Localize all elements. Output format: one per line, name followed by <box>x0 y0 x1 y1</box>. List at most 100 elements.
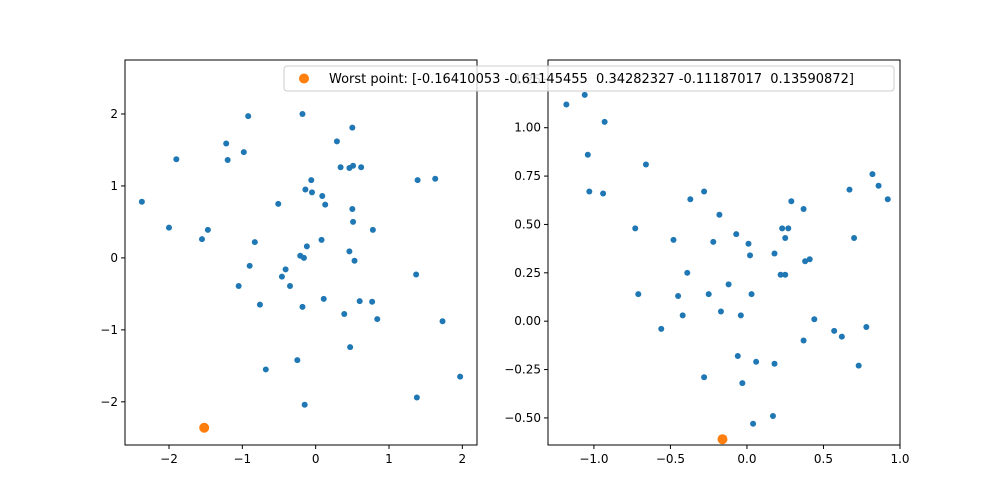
data-point <box>349 124 356 131</box>
data-point <box>262 366 269 373</box>
data-point <box>733 231 740 238</box>
data-point <box>432 175 439 182</box>
axes-frame <box>547 59 901 446</box>
data-point <box>358 164 365 171</box>
data-point <box>642 161 649 168</box>
data-point <box>739 380 746 387</box>
y-tick-label: −0.50 <box>504 411 541 425</box>
y-tick-label: 1 <box>110 179 118 193</box>
data-point <box>838 333 845 340</box>
data-point <box>802 258 809 265</box>
data-point <box>301 401 308 408</box>
data-point <box>753 358 760 365</box>
data-point <box>701 374 708 381</box>
data-point <box>341 311 348 318</box>
data-point <box>439 318 446 325</box>
data-point <box>351 257 358 264</box>
data-point <box>782 271 789 278</box>
data-point <box>350 162 357 169</box>
y-tick-label: 2 <box>110 107 118 121</box>
data-point <box>302 186 309 193</box>
data-point <box>800 337 807 344</box>
data-point <box>750 420 757 427</box>
data-point <box>806 256 813 263</box>
data-point <box>299 303 306 310</box>
y-tick-label: −1 <box>100 323 118 337</box>
data-point <box>586 188 593 195</box>
data-point <box>771 360 778 367</box>
data-point <box>600 190 607 197</box>
data-point <box>414 177 421 184</box>
data-point <box>745 240 752 247</box>
y-tick-label: −2 <box>100 395 118 409</box>
data-point <box>658 325 665 332</box>
data-point <box>581 91 588 98</box>
data-point <box>679 312 686 319</box>
data-point <box>309 189 315 196</box>
legend-frame <box>283 65 895 92</box>
data-point <box>785 225 792 232</box>
data-point <box>863 323 870 330</box>
y-tick-label: 0.00 <box>514 314 541 328</box>
data-point <box>779 225 786 232</box>
data-point <box>687 196 694 203</box>
data-point <box>333 138 340 145</box>
data-point <box>278 273 285 280</box>
data-point <box>303 243 310 250</box>
data-point <box>223 140 230 147</box>
x-tick-label: 0.0 <box>737 452 756 466</box>
data-point <box>747 252 754 259</box>
data-point <box>771 250 778 257</box>
data-point <box>166 224 172 231</box>
data-point <box>716 211 723 218</box>
data-point <box>337 164 344 171</box>
data-point <box>251 239 258 246</box>
data-point <box>322 201 329 208</box>
data-point <box>725 281 732 288</box>
data-point <box>138 198 145 205</box>
data-point <box>287 282 293 289</box>
data-point <box>748 291 755 298</box>
data-point <box>855 362 862 369</box>
data-point <box>846 186 853 193</box>
data-point <box>869 171 876 178</box>
data-point <box>374 316 381 323</box>
x-tick-label: −1.0 <box>579 452 608 466</box>
data-point <box>235 282 242 289</box>
y-tick-label: 1.00 <box>514 121 541 135</box>
data-point <box>204 226 211 233</box>
data-point <box>710 238 717 245</box>
data-point <box>851 234 858 241</box>
x-tick-label: −0.5 <box>656 452 685 466</box>
data-point <box>675 293 682 300</box>
data-point <box>369 226 376 233</box>
x-tick-label: 0 <box>312 452 320 466</box>
data-point <box>320 295 327 302</box>
data-point <box>788 198 795 205</box>
data-point <box>635 291 642 298</box>
data-point <box>240 149 247 156</box>
x-tick-label: 0.5 <box>814 452 833 466</box>
data-point <box>369 298 376 305</box>
data-point <box>705 291 712 298</box>
data-point <box>318 236 325 243</box>
data-point <box>413 394 420 401</box>
data-point <box>199 236 205 243</box>
data-point <box>245 113 252 120</box>
data-point <box>347 344 354 351</box>
y-tick-label: 0.75 <box>514 169 541 183</box>
data-point <box>800 205 807 212</box>
data-point <box>246 262 253 269</box>
data-point <box>601 118 608 125</box>
data-point <box>831 327 838 334</box>
data-point <box>275 200 282 207</box>
data-point <box>737 312 744 319</box>
x-tick-label: −2 <box>160 452 178 466</box>
data-point <box>356 298 363 305</box>
data-point <box>701 188 708 195</box>
data-point <box>584 151 591 158</box>
data-point <box>777 271 784 278</box>
data-point <box>173 156 180 163</box>
data-point <box>350 218 357 225</box>
